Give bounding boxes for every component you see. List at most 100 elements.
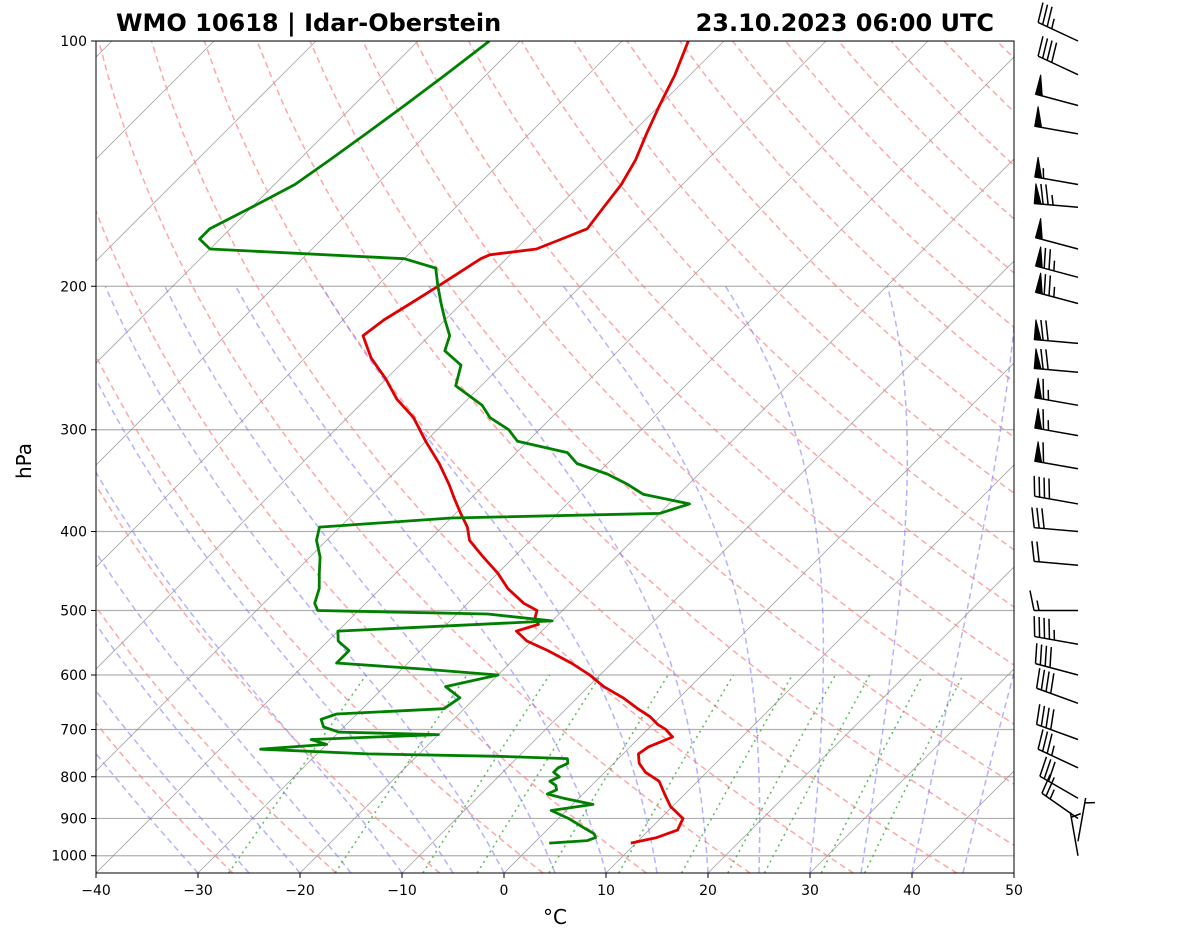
barb-full — [1031, 507, 1035, 528]
barb-pennant — [1034, 441, 1043, 463]
isotherm-line — [96, 41, 419, 364]
barb-full — [1031, 541, 1035, 562]
dry-adiabat-line — [837, 41, 1014, 220]
dry-adiabat-line — [150, 41, 854, 873]
barb-full — [1046, 6, 1053, 27]
y-tick-label: 300 — [60, 423, 87, 439]
y-tick-label: 700 — [60, 723, 87, 739]
y-tick-label: 1000 — [51, 849, 87, 865]
temperature-line — [361, 41, 690, 845]
moist-adiabat-line — [96, 623, 301, 873]
isotherm-line — [96, 41, 725, 670]
barb-pennant — [1034, 246, 1043, 269]
dry-adiabat-line — [96, 209, 647, 873]
mixing-ratio-line — [334, 674, 468, 873]
y-tick-label: 800 — [60, 770, 87, 786]
x-tick-label: −40 — [81, 883, 111, 899]
y-tick-label: 600 — [60, 668, 87, 684]
barb-full — [1045, 777, 1055, 797]
dry-adiabat-line — [732, 41, 1014, 329]
plot-frame — [95, 40, 1015, 874]
barb-full — [1029, 590, 1035, 611]
barb-pennant — [1034, 218, 1043, 241]
moist-adiabat-line — [860, 286, 909, 873]
dry-adiabat-line — [943, 41, 1014, 113]
dry-adiabat-line — [520, 41, 1014, 551]
barb-full — [1040, 319, 1044, 341]
barb-half — [1036, 600, 1040, 611]
moist-adiabat-line — [96, 689, 250, 873]
dry-adiabat-line — [203, 41, 958, 873]
barb-pennant — [1034, 272, 1043, 295]
x-tick-label: −10 — [387, 883, 417, 899]
barb-full — [1045, 184, 1049, 205]
mixing-ratio-line — [820, 674, 924, 873]
wind-barb — [1069, 812, 1082, 856]
barb-full — [1050, 673, 1055, 694]
wind-barb — [1041, 774, 1079, 820]
mixing-ratio-line — [422, 674, 551, 873]
wind-barb — [1031, 541, 1079, 566]
x-tick-label: 20 — [699, 883, 717, 899]
wind-barb — [1033, 183, 1079, 209]
x-axis-ticks: −40 −30 −20 −10 0 10 20 30 40 50 — [81, 873, 1023, 899]
barb-full — [1046, 733, 1053, 754]
barb-full — [1036, 507, 1040, 529]
barb-full — [1044, 645, 1048, 667]
barb-full — [1041, 4, 1049, 25]
wind-barb — [1034, 106, 1079, 135]
isotherm-line — [605, 464, 1014, 873]
barb-shaft — [1041, 792, 1079, 820]
barb-full — [1048, 275, 1052, 296]
wind-barb — [1037, 729, 1079, 769]
isotherm-line — [96, 41, 929, 873]
barb-half — [1049, 789, 1055, 800]
barb-full — [1050, 709, 1055, 730]
barb-full — [1041, 38, 1049, 59]
dry-adiabat-line — [309, 41, 1014, 786]
barb-full — [1040, 183, 1044, 205]
wind-barb — [1034, 643, 1079, 676]
mixing-ratio-line — [680, 674, 793, 873]
dry-adiabat-line — [97, 41, 751, 873]
moist-adiabat-line — [911, 319, 1014, 873]
dry-adiabat-line — [414, 41, 1014, 666]
wind-barb — [1031, 507, 1079, 533]
wind-barb — [1035, 667, 1079, 705]
barb-full — [1041, 731, 1049, 752]
x-tick-label: 40 — [903, 883, 921, 899]
wind-barb — [1033, 348, 1079, 373]
barb-shaft — [1037, 21, 1079, 42]
isotherm-line — [299, 158, 1014, 873]
barb-full — [1035, 704, 1041, 725]
dry-adiabat-line — [679, 41, 1014, 383]
dry-adiabat-line — [96, 484, 441, 873]
barb-full — [1040, 348, 1044, 370]
sounding-profiles — [198, 41, 691, 845]
mixing-ratio-line — [476, 674, 602, 873]
wind-barb — [1037, 36, 1079, 76]
x-axis-label: °C — [543, 905, 567, 929]
barb-half — [1053, 260, 1056, 271]
barb-shaft — [1037, 55, 1079, 76]
barb-full — [1041, 508, 1045, 529]
barb-shaft — [1034, 526, 1079, 533]
barb-pennant — [1034, 106, 1043, 129]
x-tick-label: −20 — [285, 883, 315, 899]
wind-barb — [1033, 475, 1079, 505]
dry-adiabat-line — [96, 721, 234, 873]
barb-full — [1040, 669, 1046, 691]
mixing-ratio-line — [727, 674, 837, 873]
barb-pennant — [1034, 408, 1043, 430]
barb-shaft — [1069, 812, 1079, 856]
x-tick-label: 30 — [801, 883, 819, 899]
moist-adiabat-line — [96, 377, 454, 873]
barb-shaft — [1077, 797, 1087, 842]
moist-adiabat-line — [562, 285, 761, 873]
mixing-ratio-line — [763, 674, 871, 873]
barb-full — [1048, 249, 1052, 270]
background-lines — [96, 41, 1014, 873]
barb-shaft — [1039, 775, 1079, 799]
barb-full — [1045, 320, 1049, 341]
